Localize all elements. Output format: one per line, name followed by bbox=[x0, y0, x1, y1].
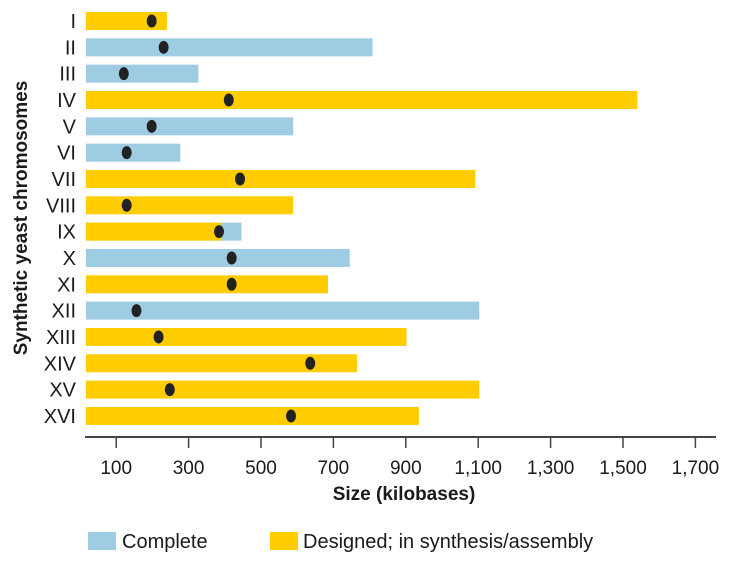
centromere-dot bbox=[305, 356, 316, 370]
chromosome-label: XIV bbox=[44, 353, 77, 375]
bar-complete bbox=[86, 301, 480, 320]
chromosome-label: XIII bbox=[46, 327, 76, 349]
bar-complete bbox=[86, 248, 350, 267]
centromere-dot bbox=[153, 330, 164, 344]
legend-label-complete: Complete bbox=[122, 531, 208, 553]
chromosome-label: XV bbox=[49, 380, 76, 402]
centromere-dot bbox=[235, 172, 246, 186]
x-tick-label: 500 bbox=[245, 458, 277, 479]
chromosome-label: VI bbox=[57, 143, 76, 165]
centromere-dot bbox=[226, 251, 237, 265]
chromosome-label: IX bbox=[57, 222, 76, 244]
legend-swatch-complete bbox=[88, 532, 116, 550]
chromosome-label: VII bbox=[52, 169, 76, 191]
x-tick-label: 100 bbox=[100, 458, 132, 479]
legend-label-designed: Designed; in synthesis/assembly bbox=[303, 531, 593, 553]
bar-designed bbox=[86, 12, 167, 30]
chromosome-label: XVI bbox=[44, 406, 76, 428]
chromosome-label: XI bbox=[57, 274, 76, 296]
centromere-dot bbox=[118, 67, 129, 81]
legend-swatch-designed bbox=[270, 532, 298, 550]
bar-designed bbox=[86, 380, 480, 399]
chromosome-label: IV bbox=[57, 90, 77, 112]
bar-designed bbox=[86, 222, 222, 241]
chromosome-label: XII bbox=[52, 301, 76, 323]
centromere-dot bbox=[146, 119, 157, 133]
x-tick-label: 1,500 bbox=[599, 458, 647, 479]
bar-designed bbox=[86, 275, 328, 294]
x-axis-title: Size (kilobases) bbox=[333, 484, 476, 505]
bar-designed bbox=[86, 354, 357, 373]
x-tick-label: 1,300 bbox=[527, 458, 575, 479]
x-tick-label: 1,700 bbox=[672, 458, 720, 479]
x-tick-label: 900 bbox=[390, 458, 422, 479]
bar-complete bbox=[86, 117, 294, 136]
centromere-dot bbox=[146, 14, 157, 28]
bar-designed bbox=[86, 406, 419, 425]
chromosome-label: II bbox=[65, 37, 76, 59]
centromere-dot bbox=[121, 198, 132, 212]
bar-complete bbox=[86, 64, 199, 83]
bar-designed bbox=[86, 196, 294, 215]
y-axis-title: Synthetic yeast chromosomes bbox=[11, 81, 32, 356]
legend: Complete Designed; in synthesis/assembly bbox=[88, 531, 593, 553]
chromosome-label: VIII bbox=[46, 195, 76, 217]
x-tick-label: 300 bbox=[173, 458, 205, 479]
centromere-dot bbox=[226, 277, 237, 291]
centromere-dot bbox=[158, 40, 169, 54]
chromosome-label: V bbox=[63, 116, 77, 138]
chromosome-label: III bbox=[59, 64, 76, 86]
chromosome-label: X bbox=[63, 248, 76, 270]
bar-complete bbox=[86, 38, 373, 57]
bar-designed bbox=[86, 327, 407, 346]
x-tick-label: 700 bbox=[318, 458, 350, 479]
centromere-dot bbox=[164, 383, 175, 397]
bar-complete bbox=[86, 143, 181, 162]
bar-designed bbox=[86, 90, 638, 109]
x-tick-label: 1,100 bbox=[454, 458, 502, 479]
centromere-dot bbox=[131, 304, 142, 318]
centromere-dot bbox=[214, 225, 225, 239]
chromosome-label: I bbox=[70, 11, 76, 33]
centromere-dot bbox=[223, 93, 234, 107]
x-axis: 100 300 500 700 900 1,100 1,300 1,500 1,700 bbox=[85, 436, 720, 479]
bar-designed bbox=[86, 169, 476, 188]
centromere-dot bbox=[121, 146, 132, 160]
centromere-dot bbox=[286, 409, 297, 423]
